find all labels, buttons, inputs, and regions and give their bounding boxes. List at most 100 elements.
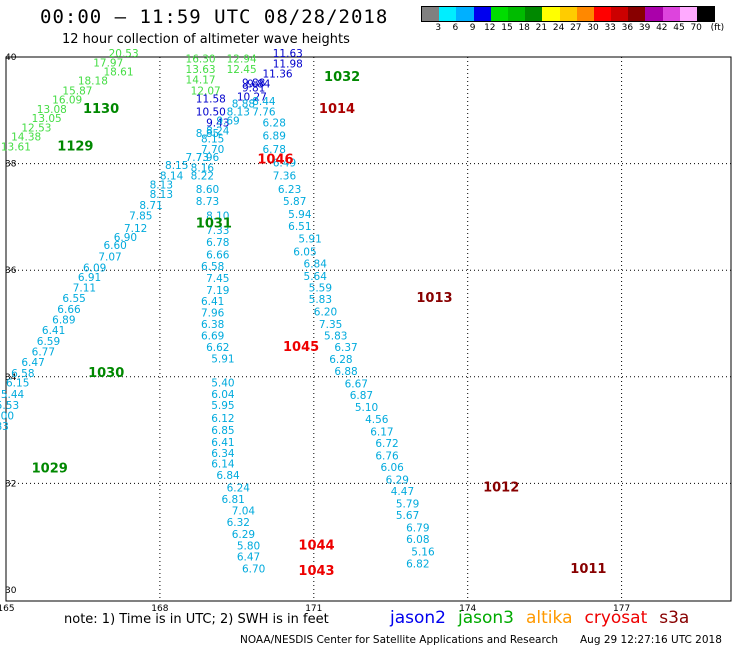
swh-value: 6.87 [350, 390, 373, 402]
legend-label: 6 [452, 23, 459, 33]
lat-tick-label: 30 [5, 586, 17, 596]
legend-swatch [422, 7, 440, 21]
swh-value: 6.62 [206, 342, 229, 354]
swh-value: 8.88 [232, 99, 255, 111]
swh-value: 12.94 [227, 53, 257, 65]
satellite-legend: jason2 jason3 altika cryosat s3a [390, 608, 701, 628]
swh-value: 20.53 [109, 48, 139, 60]
legend-label: 30 [587, 23, 599, 33]
swh-value: 6.69 [201, 330, 224, 342]
swh-value: 4.47 [391, 486, 414, 498]
swh-value: 7.96 [196, 152, 220, 164]
swh-value: 6.28 [263, 117, 286, 129]
pressure-label: 1011 [570, 562, 606, 577]
swh-value: 6.37 [334, 342, 357, 354]
pressure-label: 1129 [57, 139, 93, 154]
pressure-label: 1014 [319, 102, 355, 117]
swh-value: 6.41 [201, 296, 224, 308]
satellite-s3a: s3a [659, 608, 690, 628]
swh-value: 6.41 [211, 437, 234, 449]
legend-label: 45 [673, 23, 685, 33]
credit-line: NOAA/NESDIS Center for Satellite Applica… [240, 634, 558, 646]
swh-value: 6.84 [216, 470, 240, 482]
swh-value: 6.76 [375, 450, 399, 462]
lon-tick-label: 174 [459, 604, 476, 614]
pressure-label: 1029 [32, 462, 68, 477]
legend-unit: (ft) [710, 23, 725, 33]
swh-value: 4.56 [365, 414, 389, 426]
swh-value: 8.44 [252, 96, 276, 108]
legend-label: 12 [484, 23, 496, 33]
map-frame [5, 56, 732, 602]
swh-value: 14.38 [11, 132, 41, 144]
swh-value: 7.04 [232, 505, 256, 517]
pressure-label: 1043 [298, 564, 334, 579]
swh-value: 6.12 [211, 413, 234, 425]
pressure-labels: 1130 1129 1032 1031 1030 1029 1014 1046 1013 1045… [32, 70, 607, 579]
lat-tick-label: 34 [5, 373, 17, 383]
swh-value: 7.85 [129, 211, 152, 223]
pressure-label: 1130 [83, 102, 119, 117]
footer-note: note: 1) Time is in UTC; 2) SWH is in fe… [64, 612, 329, 627]
legend-swatch [456, 7, 474, 21]
legend-label: 3 [435, 23, 442, 33]
satellite-altika: altika [526, 608, 573, 628]
swh-value: 6.90 [114, 232, 137, 244]
swh-value: 6.49 [273, 157, 296, 169]
swh-value: 8.71 [139, 200, 162, 212]
swh-value: 6.77 [32, 346, 55, 358]
legend-swatches [421, 6, 716, 22]
pressure-label: 1013 [416, 291, 452, 306]
swh-value: 6.58 [11, 368, 34, 380]
legend-swatch [542, 7, 560, 21]
swh-value: 9.84 [247, 78, 271, 90]
swh-value: 16.09 [52, 94, 82, 106]
swh-value: 12.07 [191, 85, 221, 97]
legend-label: 39 [638, 23, 651, 33]
map-title: 00:00 – 11:59 UTC 08/28/2018 [40, 6, 389, 28]
swh-value: 18.61 [103, 67, 133, 79]
swh-value: 7.36 [273, 171, 297, 183]
swh-value: 13.08 [37, 104, 67, 116]
legend-label: 36 [621, 23, 634, 33]
swh-value: 7.76 [252, 107, 276, 119]
generation-timestamp: Aug 29 12:27:16 UTC 2018 [580, 634, 722, 646]
swh-value: 6.15 [6, 377, 29, 389]
pressure-label: 1012 [483, 480, 519, 495]
swh-value: 8.15 [201, 133, 224, 145]
swh-value: 6.55 [62, 293, 85, 305]
swh-value: 6.67 [345, 378, 368, 390]
swh-value: 6.41 [42, 325, 65, 337]
swh-value: 6.29 [386, 474, 409, 486]
swh-value: 16.30 [186, 53, 216, 65]
swh-value: 8.73 [196, 196, 219, 208]
swh-value: 11.36 [263, 68, 293, 80]
legend-swatch [697, 7, 715, 21]
swh-value: 5.10 [355, 402, 378, 414]
swh-value: 7.45 [206, 273, 229, 285]
swh-value: 8.13 [150, 189, 173, 201]
swh-value: 6.78 [206, 237, 229, 249]
pressure-label: 1032 [324, 70, 360, 85]
swh-value: 8.16 [191, 163, 215, 175]
swh-value: 6.91 [78, 272, 101, 284]
swh-value: 6.58 [201, 261, 224, 273]
swh-value: 6.81 [221, 494, 244, 506]
swh-value: 8.13 [150, 180, 173, 192]
satellite-cryosat: cryosat [584, 608, 648, 628]
satellite-jason2: jason2 [390, 608, 446, 628]
swh-value: 6.20 [314, 307, 337, 319]
legend-swatch [439, 7, 457, 21]
legend-label: 24 [552, 23, 565, 33]
swh-value: 5.83 [309, 294, 332, 306]
swh-value: 7.96 [201, 308, 225, 320]
lat-tick-label: 36 [5, 266, 17, 276]
legend-swatch [525, 7, 543, 21]
lon-tick-label: 168 [151, 604, 168, 614]
legend-label: 9 [469, 23, 476, 33]
swh-value: 5.53 [0, 400, 19, 412]
swh-value: 6.47 [21, 357, 44, 369]
legend-swatch [490, 7, 508, 21]
swh-value: 4.83 [0, 421, 9, 433]
